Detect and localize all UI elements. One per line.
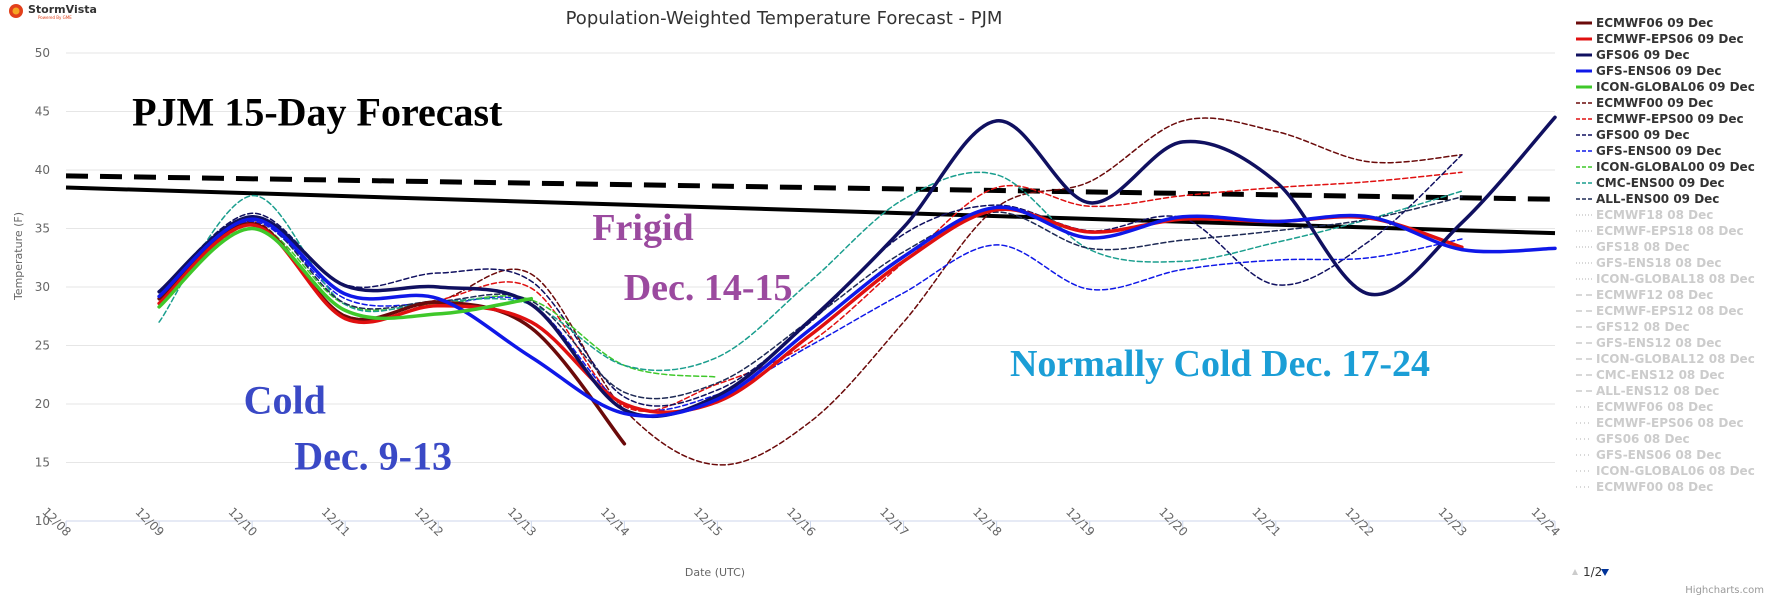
normal-lines (65, 173, 1556, 236)
annotation-text: Dec. 9-13 (294, 434, 452, 479)
legend-pager-text: 1/2 (1583, 565, 1602, 579)
y-tick-label: 20 (35, 397, 50, 411)
x-tick-label: 12/21 (1249, 505, 1283, 539)
annotation-text: Dec. 14-15 (624, 267, 793, 309)
y-axis: 10 15 20 25 30 35 40 45 50 (35, 46, 50, 528)
legend-item[interactable]: ICON-GLOBAL06 09 Dec (1596, 80, 1755, 94)
x-tick-label: 12/14 (598, 505, 632, 539)
annotation-text: PJM 15-Day Forecast (132, 90, 503, 135)
legend-item[interactable]: ECMWF-EPS00 09 Dec (1596, 112, 1744, 126)
y-tick-label: 15 (35, 456, 50, 470)
legend-item-hidden[interactable]: CMC-ENS12 08 Dec (1596, 368, 1725, 382)
legend-item-hidden[interactable]: ECMWF00 08 Dec (1596, 480, 1713, 494)
x-tick-label: 12/19 (1063, 505, 1097, 539)
legend-item-hidden[interactable]: GFS12 08 Dec (1596, 320, 1690, 334)
logo-inner-icon (12, 7, 20, 15)
annotation-text: Cold (244, 377, 326, 422)
legend-item-hidden[interactable]: ALL-ENS12 08 Dec (1596, 384, 1719, 398)
x-axis: 12/08 12/09 12/10 12/11 12/12 12/13 12/14 12/15… (39, 505, 1562, 539)
legend-item[interactable]: ALL-ENS00 09 Dec (1596, 192, 1719, 206)
legend-item-hidden[interactable]: ICON-GLOBAL12 08 Dec (1596, 352, 1755, 366)
legend-item-hidden[interactable]: GFS-ENS12 08 Dec (1596, 336, 1722, 350)
x-tick-label: 12/23 (1435, 505, 1469, 539)
logo-tagline: Powered By GME (38, 15, 72, 20)
legend-item-hidden[interactable]: ECMWF18 08 Dec (1596, 208, 1713, 222)
x-tick-label: 12/11 (319, 505, 353, 539)
y-tick-label: 45 (35, 105, 50, 119)
x-tick-label: 12/17 (877, 505, 911, 539)
legend-item[interactable]: GFS-ENS06 09 Dec (1596, 64, 1722, 78)
x-tick-label: 12/12 (412, 505, 446, 539)
y-axis-title: Temperature (F) (12, 212, 25, 301)
legend-item-hidden[interactable]: ICON-GLOBAL18 08 Dec (1596, 272, 1755, 286)
legend-item-hidden[interactable]: ICON-GLOBAL06 08 Dec (1596, 464, 1755, 478)
series-line[interactable] (157, 115, 1557, 419)
chart-title: Population-Weighted Temperature Forecast… (566, 8, 1003, 29)
y-tick-label: 35 (35, 222, 50, 236)
series-lines (157, 115, 1557, 466)
series-line[interactable] (158, 220, 1463, 412)
stormvista-logo: StormVista Powered By GME (9, 3, 97, 20)
normal-line (65, 185, 1556, 236)
x-tick-label: 12/18 (970, 505, 1004, 539)
series-line[interactable] (157, 222, 627, 446)
triangle-up-icon[interactable] (1572, 569, 1578, 575)
annotation-text: Normally Cold Dec. 17-24 (1010, 343, 1430, 385)
legend-item-hidden[interactable]: GFS-ENS06 08 Dec (1596, 448, 1722, 462)
y-tick-label: 30 (35, 280, 50, 294)
series-line[interactable] (157, 205, 1557, 418)
x-tick-label: 12/24 (1528, 505, 1562, 539)
legend: ECMWF06 09 Dec ECMWF-EPS06 09 Dec GFS06 09… (1576, 16, 1755, 494)
y-tick-label: 25 (35, 339, 50, 353)
legend-item[interactable]: ECMWF06 09 Dec (1596, 16, 1713, 30)
x-tick-label: 12/22 (1342, 505, 1376, 539)
legend-item[interactable]: ECMWF00 09 Dec (1596, 96, 1713, 110)
x-axis-title: Date (UTC) (685, 566, 745, 579)
legend-item-hidden[interactable]: ECMWF-EPS06 08 Dec (1596, 416, 1744, 430)
y-tick-label: 40 (35, 163, 50, 177)
logo-name: StormVista (28, 3, 97, 16)
annotation-text: Frigid (592, 207, 693, 249)
legend-item-hidden[interactable]: GFS18 08 Dec (1596, 240, 1690, 254)
y-tick-label: 50 (35, 46, 50, 60)
series-line[interactable] (158, 196, 1463, 400)
y-tick-label: 10 (35, 514, 50, 528)
x-tick-label: 12/10 (226, 505, 260, 539)
legend-item-hidden[interactable]: ECMWF-EPS12 08 Dec (1596, 304, 1744, 318)
series-line[interactable] (157, 226, 534, 321)
legend-item[interactable]: GFS06 09 Dec (1596, 48, 1690, 62)
series-line[interactable] (158, 171, 1463, 372)
credits-link[interactable]: Highcharts.com (1685, 585, 1764, 596)
legend-item[interactable]: ECMWF-EPS06 09 Dec (1596, 32, 1744, 46)
legend-item-hidden[interactable]: GFS-ENS18 08 Dec (1596, 256, 1722, 270)
normal-line (65, 173, 1556, 202)
legend-item[interactable]: GFS00 09 Dec (1596, 128, 1690, 142)
legend-item[interactable]: GFS-ENS00 09 Dec (1596, 144, 1722, 158)
x-tick-label: 12/20 (1156, 505, 1190, 539)
legend-item-hidden[interactable]: ECMWF12 08 Dec (1596, 288, 1713, 302)
legend-item[interactable]: CMC-ENS00 09 Dec (1596, 176, 1725, 190)
x-tick-label: 12/13 (505, 505, 539, 539)
legend-item-hidden[interactable]: ECMWF-EPS18 08 Dec (1596, 224, 1744, 238)
annotations: PJM 15-Day Forecast Frigid Dec. 14-15 Cold D… (132, 90, 1430, 479)
legend-item[interactable]: ICON-GLOBAL00 09 Dec (1596, 160, 1755, 174)
x-tick-label: 12/15 (691, 505, 725, 539)
triangle-down-icon[interactable] (1601, 569, 1609, 576)
x-tick-label: 12/09 (132, 505, 166, 539)
legend-pager: 1/2 (1572, 565, 1609, 579)
x-tick-label: 12/16 (784, 505, 818, 539)
legend-item-hidden[interactable]: GFS06 08 Dec (1596, 432, 1690, 446)
legend-item-hidden[interactable]: ECMWF06 08 Dec (1596, 400, 1713, 414)
